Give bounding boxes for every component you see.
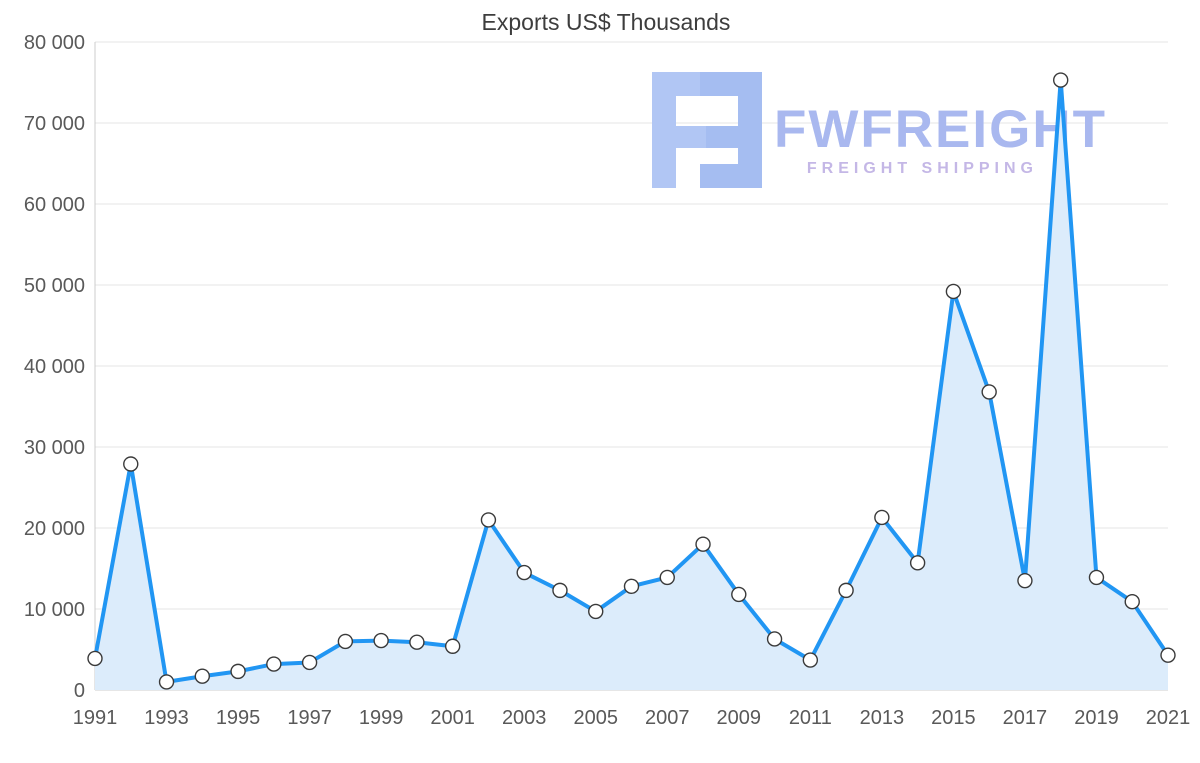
x-tick-label: 2009 [717,707,762,729]
axis-labels: 0 10 000 20 000 30 000 40 000 50 000 60 000 70 … [24,32,1190,729]
data-point-marker[interactable] [623,578,640,595]
data-point-marker[interactable] [552,582,568,599]
data-point-marker[interactable] [1052,72,1069,88]
data-point-marker[interactable] [444,638,461,654]
data-point-marker[interactable] [87,650,103,667]
x-tick-label: 1993 [144,707,189,729]
x-tick-label: 2017 [1003,707,1048,729]
data-point-marker[interactable] [1124,594,1140,610]
data-point-marker[interactable] [802,652,819,668]
x-tick-label: 2003 [502,707,547,729]
x-tick-label: 2001 [430,707,475,729]
data-point-marker[interactable] [516,564,532,581]
x-tick-label: 1999 [359,707,404,729]
x-tick-label: 1995 [216,707,261,729]
data-point-marker[interactable] [909,555,926,571]
data-point-marker[interactable] [1017,572,1033,589]
series-layer [87,72,1176,690]
data-point-marker[interactable] [588,603,604,620]
y-tick-label: 0 [74,680,85,702]
data-point-marker[interactable] [194,668,211,684]
x-tick-label: 2005 [573,707,618,729]
data-point-marker[interactable] [266,656,282,672]
data-point-marker[interactable] [337,633,354,650]
y-tick-label: 30 000 [24,437,85,459]
data-point-marker[interactable] [158,674,175,690]
data-point-marker[interactable] [1088,569,1105,586]
y-tick-label: 20 000 [24,518,85,540]
y-tick-label: 50 000 [24,275,85,297]
data-point-marker[interactable] [981,384,997,400]
chart-title: Exports US$ Thousands [482,9,731,35]
data-point-marker[interactable] [123,456,139,472]
y-tick-label: 70 000 [24,113,85,135]
series-area-fill [95,80,1168,690]
watermark-tagline-text: FREIGHT SHIPPING [807,160,1038,177]
x-tick-label: 2019 [1074,707,1119,729]
data-point-marker[interactable] [373,632,389,649]
x-tick-label: 2007 [645,707,690,729]
y-tick-label: 10 000 [24,599,85,621]
x-tick-label: 1997 [287,707,332,729]
data-point-marker[interactable] [874,509,890,526]
x-tick-label: 2021 [1146,707,1191,729]
watermark-brand-text: FWFREIGHT [774,100,1107,159]
data-point-marker[interactable] [480,512,497,528]
y-tick-label: 60 000 [24,194,85,216]
data-point-marker[interactable] [766,631,783,647]
data-point-marker[interactable] [945,283,962,300]
data-point-marker[interactable] [695,536,711,552]
watermark: FWFREIGHT FREIGHT SHIPPING [652,72,1107,188]
data-point-marker[interactable] [838,582,854,599]
fw-logo-icon [652,72,762,188]
x-tick-label: 2011 [789,707,832,729]
data-point-marker[interactable] [409,634,425,650]
data-point-marker[interactable] [1160,647,1176,663]
data-point-marker[interactable] [731,586,747,603]
y-tick-label: 80 000 [24,32,85,54]
x-tick-label: 1991 [73,707,118,729]
y-tick-label: 40 000 [24,356,85,378]
x-tick-label: 2013 [860,707,905,729]
data-point-marker[interactable] [230,663,246,680]
data-point-marker[interactable] [301,654,318,671]
data-point-marker[interactable] [659,569,675,586]
x-tick-label: 2015 [931,707,976,729]
